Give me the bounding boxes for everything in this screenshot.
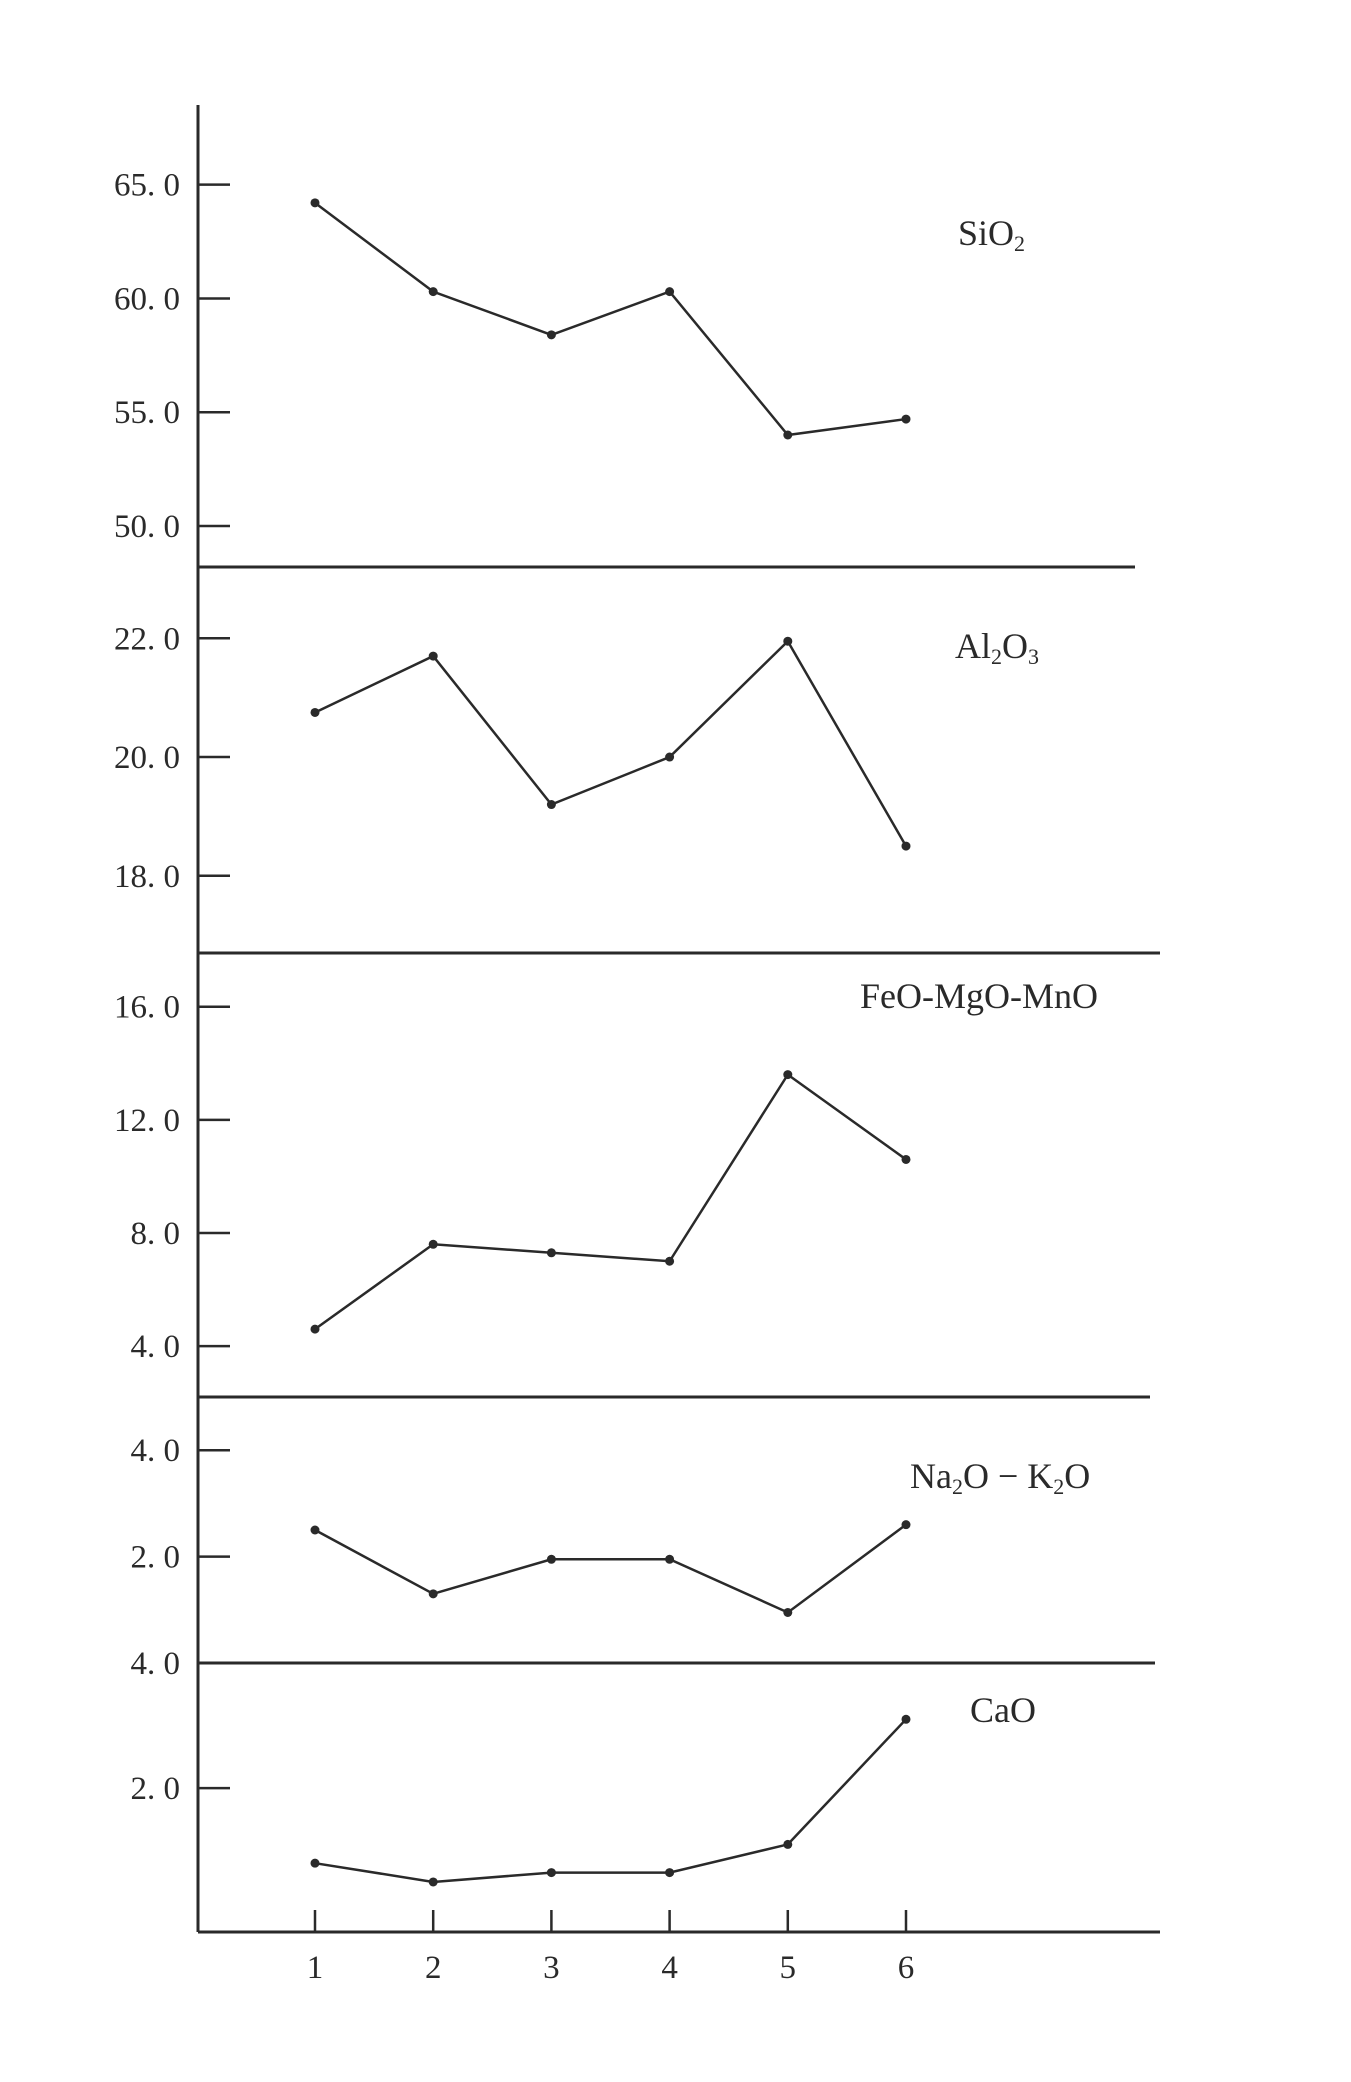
data-point [546,800,556,810]
data-point [310,707,320,717]
data-point [665,752,675,762]
data-point [428,651,438,661]
panel-label-text: O [1064,1456,1090,1496]
panel-label: CaO [970,1690,1036,1730]
panel-label-subscript: 2 [952,1474,963,1499]
panel-label: Al2O3 [955,626,1039,669]
y-tick-label: 2. 0 [131,1771,181,1807]
data-point [901,1520,911,1530]
data-point [428,1239,438,1249]
panel-label: Na2O − K2O [910,1456,1090,1499]
data-point [901,841,911,851]
panel-label-subscript: 2 [1014,231,1025,256]
x-tick-label: 2 [425,1950,442,1986]
series-line [314,1072,907,1331]
data-point [901,1154,911,1164]
y-tick-label: 2. 0 [131,1540,181,1576]
data-point [665,1554,675,1564]
panel-label: FeO-MgO-MnO [860,976,1098,1016]
panel-label-text: CaO [970,1690,1036,1730]
data-point [310,198,320,208]
panel-label-text: SiO [958,213,1014,253]
panel-label-subscript: 3 [1028,644,1039,669]
data-point [310,1525,320,1535]
data-point [428,1877,438,1887]
x-tick-label: 5 [780,1950,797,1986]
data-point [665,1868,675,1878]
series-line [314,201,907,437]
series-line [314,1718,907,1884]
data-point [546,1248,556,1258]
y-tick-label: 4. 0 [131,1329,181,1365]
panel-label-text: O [1002,626,1028,666]
data-point [546,1868,556,1878]
y-tick-label: 4. 0 [131,1646,181,1682]
data-point [546,1554,556,1564]
data-point [546,330,556,340]
y-tick-label: 4. 0 [131,1433,181,1469]
data-point [901,1714,911,1724]
data-point [428,1589,438,1599]
data-point [783,430,793,440]
y-tick-label: 50. 0 [114,509,180,545]
y-tick-label: 12. 0 [114,1103,180,1139]
data-point [665,1256,675,1266]
panel-label-text: Al [955,626,991,666]
y-tick-label: 18. 0 [114,859,180,895]
data-point [901,414,911,424]
data-point [310,1858,320,1868]
panel-label-text: O − K [963,1456,1053,1496]
series-line [314,1523,907,1614]
data-point [428,287,438,297]
data-point [783,1839,793,1849]
data-point [665,287,675,297]
y-tick-label: 22. 0 [114,621,180,657]
data-point [310,1324,320,1334]
data-point [783,1070,793,1080]
panel-label-text: FeO-MgO-MnO [860,976,1098,1016]
data-point [783,1607,793,1617]
panel-label-text: Na [910,1456,952,1496]
y-tick-label: 20. 0 [114,740,180,776]
panel-label-subscript: 2 [1053,1474,1064,1499]
y-tick-label: 55. 0 [114,395,180,431]
x-tick-label: 1 [307,1950,324,1986]
y-tick-label: 65. 0 [114,168,180,204]
x-tick-label: 3 [543,1950,560,1986]
panel-label-subscript: 2 [991,644,1002,669]
x-tick-label: 4 [661,1950,678,1986]
y-tick-label: 16. 0 [114,990,180,1026]
x-tick-label: 6 [898,1950,915,1986]
series-line [314,639,908,847]
data-point [783,636,793,646]
y-tick-label: 8. 0 [131,1216,181,1252]
panel-label: SiO2 [958,213,1025,256]
y-tick-label: 60. 0 [114,281,180,317]
